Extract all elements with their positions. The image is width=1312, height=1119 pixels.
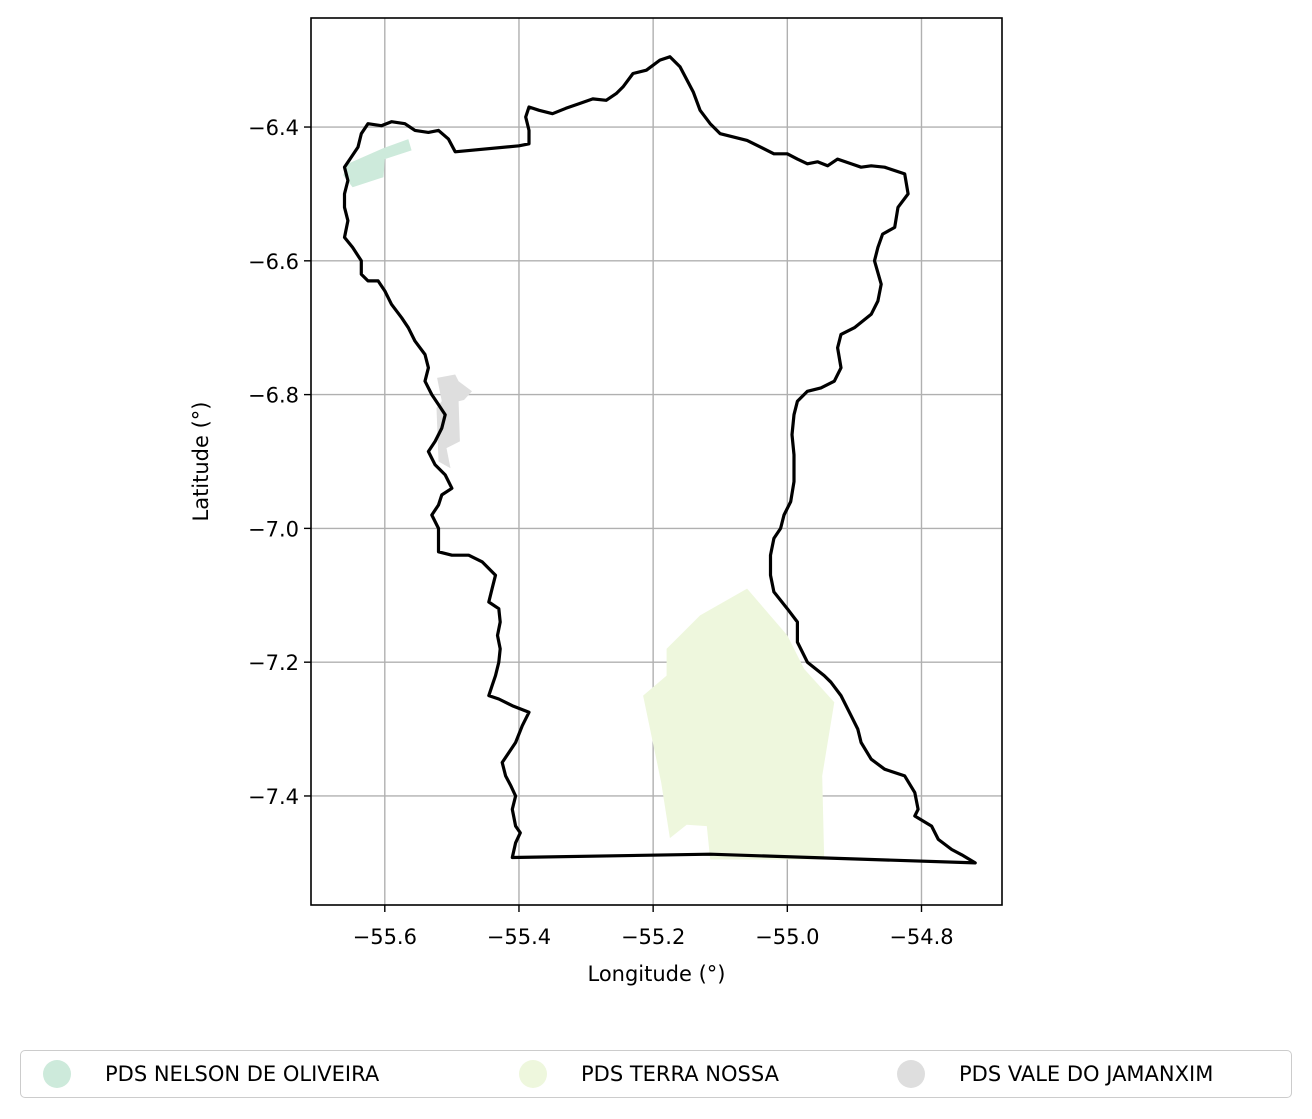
area-pds-vale-do-jamanxim [436, 374, 472, 469]
boundary-outline [342, 55, 977, 865]
x-axis-title: Longitude (°) [587, 962, 725, 986]
y-tick-label: −7.0 [248, 517, 299, 541]
x-tick-label: −54.8 [889, 925, 953, 949]
legend-item-nelson-de-oliveira: PDS NELSON DE OLIVEIRA [43, 1051, 379, 1097]
municipality-boundary [342, 55, 977, 865]
legend: PDS NELSON DE OLIVEIRA PDS TERRA NOSSA P… [20, 1050, 1292, 1098]
legend-marker-icon [519, 1060, 547, 1088]
legend-label: PDS NELSON DE OLIVEIRA [105, 1062, 380, 1086]
settlement-areas [343, 139, 835, 860]
legend-label: PDS TERRA NOSSA [581, 1062, 779, 1086]
legend-label: PDS VALE DO JAMANXIM [959, 1062, 1214, 1086]
x-tick-label: −55.0 [755, 925, 819, 949]
legend-marker-icon [897, 1060, 925, 1088]
y-tick-label: −6.8 [248, 384, 299, 408]
x-tick-label: −55.2 [621, 925, 685, 949]
x-tick-label: −55.6 [353, 925, 417, 949]
axis-ticks: −55.6 −55.4 −55.2 −55.0 −54.8 −6.4 −6.6 −6.8 −7.… [248, 116, 954, 949]
gridlines [311, 18, 1002, 905]
map-plot: −55.6 −55.4 −55.2 −55.0 −54.8 −6.4 −6.6 −6.8 −7.… [189, 17, 1003, 986]
legend-marker-icon [43, 1060, 71, 1088]
y-tick-label: −6.4 [248, 116, 299, 140]
legend-item-terra-nossa: PDS TERRA NOSSA [519, 1051, 779, 1097]
plot-frame [310, 17, 1003, 906]
y-axis-title: Latitude (°) [189, 402, 213, 522]
legend-item-vale-do-jamanxim: PDS VALE DO JAMANXIM [897, 1051, 1213, 1097]
area-pds-nelson-de-oliveira [343, 139, 412, 188]
y-tick-label: −7.2 [248, 651, 299, 675]
area-pds-terra-nossa [643, 588, 835, 860]
y-tick-label: −6.6 [248, 250, 299, 274]
x-tick-label: −55.4 [487, 925, 551, 949]
y-tick-label: −7.4 [248, 785, 299, 809]
